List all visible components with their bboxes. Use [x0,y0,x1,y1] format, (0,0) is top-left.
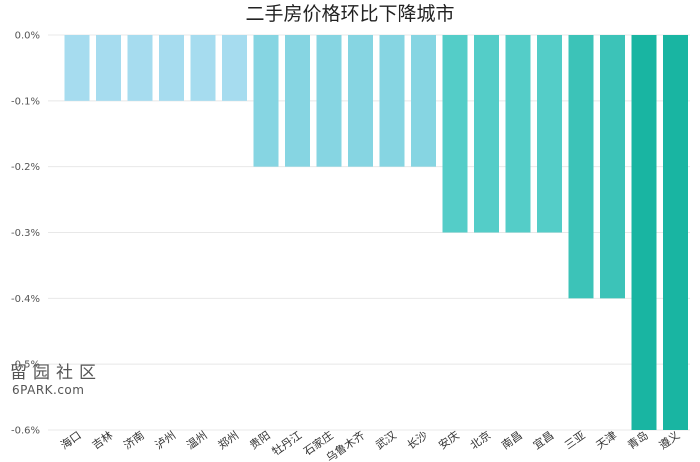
y-tick-label: -0.4% [11,294,40,305]
x-tick-label: 泸州 [153,429,178,452]
y-tick-label: 0.0% [15,31,40,42]
x-tick-label: 天津 [594,429,619,452]
bar [64,35,90,101]
x-tick-label: 三亚 [562,429,587,452]
y-tick-label: -0.2% [11,162,40,173]
x-tick-label: 宜昌 [530,428,556,452]
bar [253,35,279,167]
bar [379,35,405,167]
x-tick-label: 长沙 [405,429,430,452]
bar [222,35,247,101]
bar [568,35,594,299]
watermark: 留园社区 6PARK.com [10,363,102,397]
y-tick-label: -0.5% [11,360,40,371]
bar [505,35,531,233]
bars [64,35,688,430]
x-tick-label: 吉林 [89,428,115,452]
x-tick-label: 温州 [184,429,209,452]
bar [127,35,153,101]
y-tick-label: -0.3% [11,228,40,239]
bar [159,35,184,101]
bar [348,35,373,167]
bar [537,35,562,233]
chart-title: 二手房价格环比下降城市 [245,3,454,25]
bar [442,35,468,233]
x-tick-label: 郑州 [215,428,241,452]
bar [474,35,499,233]
x-tick-label: 海口 [58,428,84,452]
bar [96,35,121,101]
bar [663,35,688,430]
y-tick-label: -0.6% [11,426,40,437]
y-tick-label: -0.1% [11,96,40,107]
x-tick-label: 北京 [467,428,493,452]
bar [190,35,216,101]
bar [631,35,657,430]
x-tick-label: 南昌 [499,429,524,452]
bar [600,35,625,299]
bar [285,35,310,167]
watermark-cn: 留园社区 [10,363,102,383]
bar [411,35,436,167]
x-tick-label: 青岛 [625,428,651,452]
x-tick-label: 遵义 [656,428,682,452]
bar [316,35,342,167]
x-tick-label: 贵阳 [247,429,272,452]
x-tick-label: 牡丹江 [269,428,304,458]
x-tick-label: 安庆 [436,428,462,452]
y-axis: 0.0% -0.1% -0.2% -0.3% -0.4% -0.5% -0.6% [11,31,40,437]
x-tick-label: 武汉 [373,429,398,452]
watermark-en: 6PARK.com [12,383,84,397]
x-tick-label: 济南 [121,428,147,452]
